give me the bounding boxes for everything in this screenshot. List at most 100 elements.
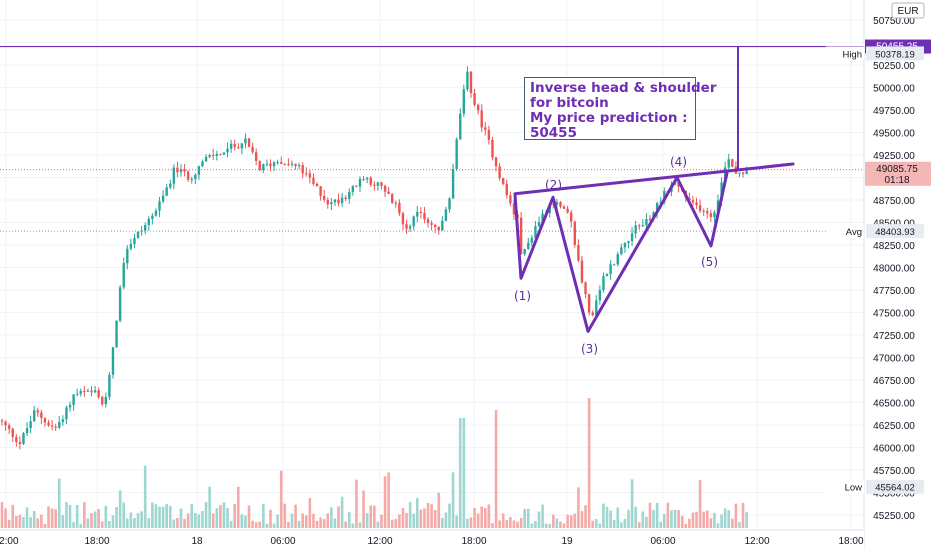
- volume-bar: [691, 512, 695, 528]
- volume-bar: [491, 523, 494, 528]
- candle-body: [616, 254, 619, 265]
- time-tick-label: 12:00: [367, 536, 392, 547]
- candle-body: [695, 202, 698, 206]
- annotation-box[interactable]: Inverse head & shoulder for bitcoin My p…: [524, 77, 717, 141]
- candle-body: [645, 218, 648, 226]
- volume-bar: [437, 492, 441, 528]
- price-tick-label: 47000.00: [873, 354, 915, 365]
- volume-bar: [126, 518, 129, 528]
- pattern-label-5: (5): [701, 255, 718, 269]
- volume-bar: [136, 513, 140, 528]
- candle-body: [741, 172, 745, 174]
- candle-body: [702, 210, 705, 212]
- volume-bar: [688, 518, 691, 528]
- volume-bar: [673, 509, 677, 528]
- volume-bar: [15, 515, 18, 528]
- volume-bar: [419, 509, 423, 528]
- candle-body: [108, 374, 111, 397]
- candle-body: [441, 220, 444, 231]
- candle-body: [416, 211, 419, 217]
- candle-body: [147, 218, 150, 226]
- volume-bar: [72, 522, 75, 528]
- volume-bar: [634, 506, 637, 528]
- volume-bar: [262, 503, 265, 528]
- candle-body: [709, 213, 713, 217]
- volume-bar: [373, 505, 376, 528]
- volume-bar: [544, 523, 548, 528]
- volume-bar: [322, 519, 326, 528]
- candle-body: [61, 419, 65, 422]
- volume-bar: [645, 516, 648, 528]
- volume-bar: [25, 507, 29, 528]
- candle-body: [562, 206, 566, 209]
- volume-bar: [684, 523, 688, 528]
- price-tick-label: 48750.00: [873, 196, 915, 207]
- candle-body: [330, 202, 333, 205]
- candle-body: [208, 154, 211, 157]
- volume-bar: [630, 479, 634, 528]
- volume-bar: [111, 515, 115, 528]
- volume-bar: [312, 513, 315, 528]
- volume-bar: [369, 505, 373, 528]
- last-price-tag-bg: [865, 161, 931, 186]
- volume-bar: [50, 508, 54, 528]
- volume-bar: [734, 503, 738, 528]
- volume-bar: [552, 514, 555, 528]
- volume-bar: [47, 506, 50, 528]
- volume-bar: [0, 502, 4, 528]
- high-tag: High 50378.19: [826, 46, 924, 61]
- candle-body: [111, 347, 115, 375]
- candle-body: [251, 146, 254, 153]
- price-tick-label: 45750.00: [873, 466, 915, 477]
- price-tick-label: 48250.00: [873, 241, 915, 252]
- candle-body: [90, 390, 93, 393]
- candle-body: [165, 187, 168, 196]
- time-tick-label: 18:00: [838, 536, 863, 547]
- volume-bar: [244, 515, 247, 528]
- pattern-label-1: (1): [514, 289, 531, 303]
- candle-body: [151, 215, 154, 219]
- volume-bar: [469, 517, 473, 528]
- volume-bar: [423, 508, 426, 528]
- candle-body: [22, 433, 25, 444]
- volume-bar: [713, 512, 716, 528]
- volume-bar: [290, 513, 294, 528]
- candle-body: [226, 148, 229, 153]
- candle-body: [323, 195, 326, 200]
- volume-bar: [337, 506, 340, 528]
- volume-bar: [516, 521, 519, 528]
- volume-bar: [108, 521, 111, 528]
- volume-bar: [623, 518, 627, 528]
- candle-body: [641, 225, 645, 227]
- volume-bar: [695, 511, 698, 528]
- candle-body: [133, 237, 136, 245]
- volume-bar: [433, 509, 437, 528]
- volume-bar: [18, 514, 22, 528]
- volume-bar: [283, 503, 287, 528]
- volume-bar: [143, 465, 147, 528]
- volume-bar: [705, 510, 709, 528]
- volume-bar: [100, 521, 104, 528]
- volume-bar: [308, 498, 312, 528]
- volume-bar: [594, 518, 598, 528]
- candle-body: [430, 223, 433, 225]
- volume-bar: [501, 513, 505, 528]
- volume-bar: [680, 515, 684, 528]
- volume-bar: [458, 418, 462, 528]
- candle-body: [487, 129, 491, 140]
- volume-bar: [616, 507, 620, 528]
- candle-body: [612, 264, 616, 266]
- candle-body: [254, 152, 258, 161]
- volume-bar: [287, 521, 290, 528]
- candle-body: [158, 201, 161, 211]
- candle-body: [68, 404, 72, 408]
- candle-body: [186, 171, 190, 180]
- candle-body: [4, 421, 7, 426]
- candle-body: [698, 205, 702, 211]
- candle-body: [222, 152, 226, 155]
- volume-bar: [161, 506, 165, 528]
- high-tag-bg: [866, 46, 924, 61]
- volume-bar: [670, 510, 673, 528]
- candle-body: [716, 200, 720, 213]
